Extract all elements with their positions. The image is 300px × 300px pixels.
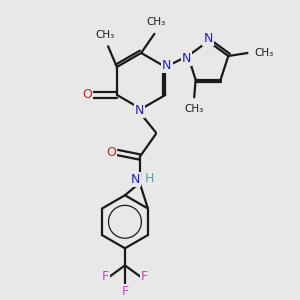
- Text: F: F: [102, 270, 109, 283]
- Text: CH₃: CH₃: [95, 30, 115, 40]
- Text: CH₃: CH₃: [146, 17, 166, 27]
- Text: N: N: [162, 59, 172, 72]
- Text: N: N: [182, 52, 191, 65]
- Text: N: N: [203, 32, 213, 46]
- Text: CH₃: CH₃: [184, 104, 204, 114]
- Text: CH₃: CH₃: [254, 48, 273, 58]
- Text: H: H: [144, 172, 154, 185]
- Text: N: N: [135, 103, 144, 117]
- Text: N: N: [130, 172, 140, 186]
- Text: F: F: [141, 270, 148, 283]
- Text: F: F: [122, 284, 128, 298]
- Text: O: O: [82, 88, 92, 101]
- Text: O: O: [106, 146, 116, 159]
